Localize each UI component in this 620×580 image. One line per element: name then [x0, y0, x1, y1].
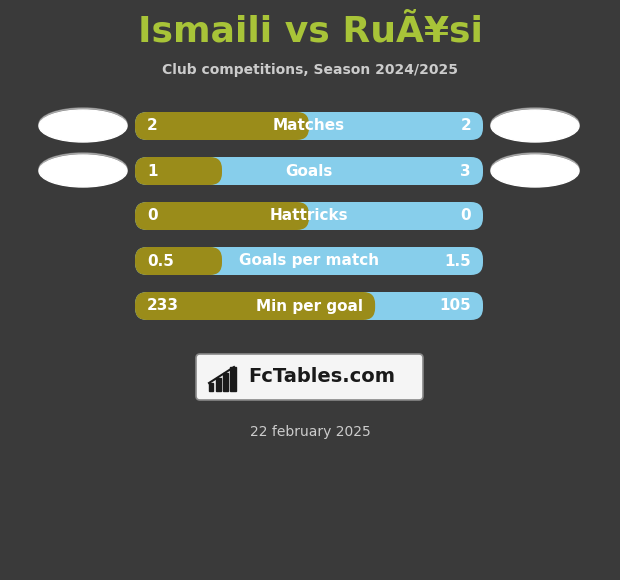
Ellipse shape	[39, 110, 127, 142]
Text: Goals: Goals	[285, 164, 333, 179]
FancyBboxPatch shape	[135, 247, 222, 275]
FancyBboxPatch shape	[135, 292, 375, 320]
Text: 2: 2	[460, 118, 471, 133]
FancyBboxPatch shape	[135, 157, 483, 185]
Ellipse shape	[491, 110, 579, 142]
Text: 1.5: 1.5	[445, 253, 471, 269]
Text: Hattricks: Hattricks	[270, 208, 348, 223]
Text: 0: 0	[461, 208, 471, 223]
Text: Club competitions, Season 2024/2025: Club competitions, Season 2024/2025	[162, 63, 458, 77]
Bar	[216, 378, 221, 391]
Bar	[230, 367, 236, 391]
Text: 0.5: 0.5	[147, 253, 174, 269]
Text: Min per goal: Min per goal	[255, 299, 363, 314]
FancyBboxPatch shape	[135, 112, 309, 140]
Text: 3: 3	[461, 164, 471, 179]
Text: FcTables.com: FcTables.com	[248, 368, 395, 386]
Text: 2: 2	[147, 118, 157, 133]
FancyBboxPatch shape	[135, 292, 483, 320]
Text: 22 february 2025: 22 february 2025	[250, 425, 370, 439]
Text: 105: 105	[439, 299, 471, 314]
Ellipse shape	[491, 153, 579, 185]
Ellipse shape	[39, 155, 127, 187]
Ellipse shape	[39, 108, 127, 140]
Text: 233: 233	[147, 299, 179, 314]
Bar	[209, 383, 213, 391]
Text: 0: 0	[147, 208, 157, 223]
FancyBboxPatch shape	[135, 202, 309, 230]
Text: Goals per match: Goals per match	[239, 253, 379, 269]
Ellipse shape	[491, 108, 579, 140]
Text: Ismaili vs RuÃ¥si: Ismaili vs RuÃ¥si	[138, 15, 482, 49]
FancyBboxPatch shape	[135, 157, 222, 185]
Ellipse shape	[491, 155, 579, 187]
Text: 1: 1	[147, 164, 157, 179]
FancyBboxPatch shape	[135, 112, 483, 140]
Text: Matches: Matches	[273, 118, 345, 133]
Bar	[223, 373, 228, 391]
FancyBboxPatch shape	[135, 202, 483, 230]
FancyBboxPatch shape	[196, 354, 423, 400]
Ellipse shape	[39, 153, 127, 185]
FancyBboxPatch shape	[135, 247, 483, 275]
